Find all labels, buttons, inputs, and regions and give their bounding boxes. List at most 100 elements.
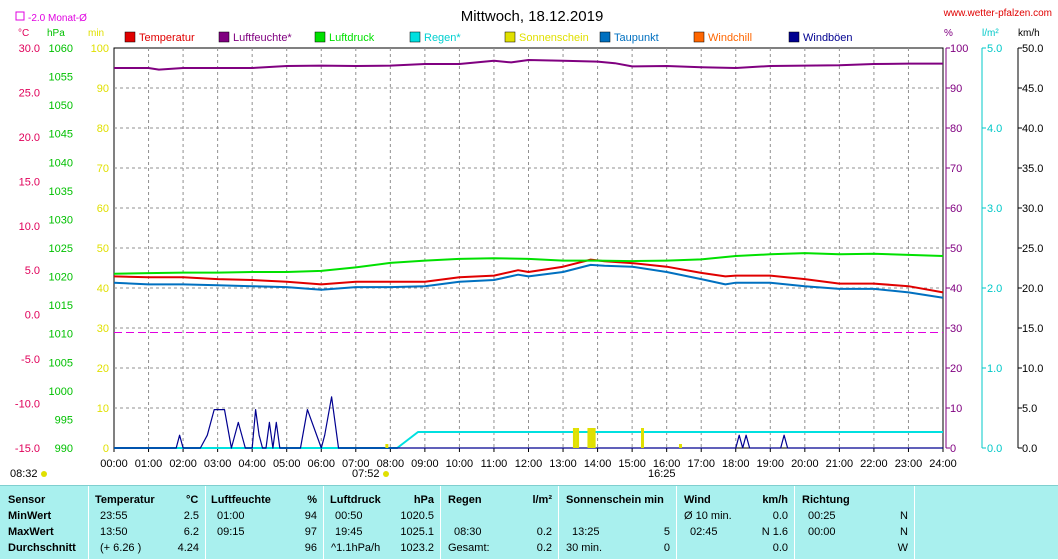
rain-max-value: 0.2	[536, 526, 552, 538]
pressure-tick-label: 1050	[49, 100, 73, 112]
x-tick-label: 20:00	[791, 458, 819, 470]
legend-label: Regen*	[424, 32, 461, 44]
legend-label: Windböen	[803, 32, 853, 44]
percent-tick-label: 40	[950, 283, 962, 295]
pressure-tick-label: 1035	[49, 186, 73, 198]
series-line-luftdruck	[113, 252, 944, 275]
x-tick-label: 16:00	[653, 458, 681, 470]
sunrise-sun-icon	[383, 471, 389, 477]
sun-max-time: 13:25	[572, 526, 600, 538]
unit-min: min	[88, 28, 104, 39]
sunrise-label: 07:52	[352, 468, 380, 480]
legend-swatch	[693, 31, 705, 43]
x-tick-label: 19:00	[757, 458, 785, 470]
monthly-avg-label: -2.0 Monat-Ø	[28, 13, 87, 24]
pressure-tick-label: 1015	[49, 300, 73, 312]
temp-avg-note: (+ 6.26 )	[100, 542, 142, 554]
rain-tick-label: 5.0	[987, 43, 1002, 55]
wind-tick-label: 45.0	[1022, 83, 1043, 95]
rain-max-time: 08:30	[454, 526, 482, 538]
rain-total-label: Gesamt:	[448, 542, 490, 554]
pres-max-value: 1025.1	[400, 526, 434, 538]
sunshine-bar	[590, 428, 594, 448]
temp-tick-label: 15.0	[19, 176, 40, 188]
sun-icon	[41, 471, 47, 477]
minutes-tick-label: 70	[97, 163, 109, 175]
col-sunshine: Sonnenschein min 13:25 5 30 min. 0	[558, 486, 676, 560]
site-link[interactable]: www.wetter-pfalzen.com	[943, 8, 1052, 19]
percent-tick-label: 10	[950, 403, 962, 415]
pressure-tick-label: 1060	[49, 43, 73, 55]
temp-min-time: 23:55	[100, 510, 128, 522]
grid	[113, 47, 944, 449]
temp-avg-value: 4.24	[177, 542, 199, 554]
axes: 00:00 01:00 02:00 03:00 04:00 05:00 06:00 07:00…	[15, 43, 1044, 470]
temp-tick-label: -15.0	[15, 443, 40, 455]
wind-unit: km/h	[762, 494, 788, 506]
temp-tick-label: 0.0	[25, 310, 40, 322]
hum-max-time: 09:15	[217, 526, 245, 538]
col-sensor: Sensor MinWert MaxWert Durchschnitt	[0, 486, 88, 560]
monthly-avg-checkbox[interactable]	[15, 11, 25, 21]
pres-max-time: 19:45	[335, 526, 363, 538]
sunset-label: 16:25	[648, 468, 676, 480]
sunshine-bar	[576, 428, 580, 448]
wind-max-time: 02:45	[690, 526, 718, 538]
pressure-tick-label: 1040	[49, 157, 73, 169]
dir-min-time: 00:25	[808, 510, 836, 522]
unit-temp: °C	[18, 28, 29, 39]
x-tick-label: 08:00	[377, 458, 405, 470]
unit-percent: %	[944, 28, 953, 39]
dir-min-value: N	[900, 510, 908, 522]
minutes-tick-label: 0	[103, 443, 109, 455]
legend-swatch	[599, 31, 611, 43]
hum-min-time: 01:00	[217, 510, 245, 522]
col-direction: Richtung 00:25 N 00:00 N W	[794, 486, 914, 560]
x-tick-label: 14:00	[584, 458, 612, 470]
minutes-tick-label: 80	[97, 123, 109, 135]
sun-30min-label: 30 min.	[566, 542, 603, 554]
x-tick-label: 10:00	[446, 458, 474, 470]
x-tick-label: 03:00	[204, 458, 232, 470]
legend-swatch	[218, 31, 230, 43]
legend-label: Taupunkt	[614, 32, 659, 44]
percent-tick-label: 50	[950, 243, 962, 255]
rain-tick-label: 1.0	[987, 363, 1002, 375]
rain-header: Regen	[448, 494, 482, 506]
stats-table: Sensor MinWert MaxWert Durchschnitt Temp…	[0, 485, 1058, 560]
x-tick-label: 22:00	[860, 458, 888, 470]
pressure-tick-label: 1030	[49, 214, 73, 226]
pres-avg-value: 1023.2	[400, 542, 434, 554]
percent-tick-label: 30	[950, 323, 962, 335]
time-left-label: 08:32	[10, 468, 38, 480]
pres-trend: ^1.1hPa/h	[331, 542, 381, 554]
rain-tick-label: 2.0	[987, 283, 1002, 295]
legend-swatch	[788, 31, 800, 43]
wind-tick-label: 15.0	[1022, 323, 1043, 335]
wind-tick-label: 10.0	[1022, 363, 1043, 375]
wind-avg10-value: 0.0	[772, 510, 788, 522]
pressure-tick-label: 990	[55, 443, 73, 455]
dir-max-value: N	[900, 526, 908, 538]
pres-header: Luftdruck	[330, 494, 381, 506]
col-humidity: Luftfeuchte % 01:00 94 09:15 97 96	[205, 486, 323, 560]
rain-total-value: 0.2	[536, 542, 552, 554]
minutes-tick-label: 20	[97, 363, 109, 375]
percent-tick-label: 90	[950, 83, 962, 95]
percent-tick-label: 80	[950, 123, 962, 135]
wind-tick-label: 0.0	[1022, 443, 1037, 455]
temp-max-value: 6.2	[183, 526, 199, 538]
sensor-header: Sensor	[8, 494, 46, 506]
chart-title: Mittwoch, 18.12.2019	[461, 8, 604, 25]
x-tick-label: 04:00	[238, 458, 266, 470]
legend-label: Windchill	[708, 32, 752, 44]
temp-tick-label: -5.0	[21, 354, 40, 366]
dir-max-time: 00:00	[808, 526, 836, 538]
legend-swatch	[124, 31, 136, 43]
sunshine-bar	[640, 428, 644, 448]
percent-tick-label: 20	[950, 363, 962, 375]
rain-tick-label: 3.0	[987, 203, 1002, 215]
sun-max-value: 5	[663, 526, 670, 538]
sunshine-bar	[678, 444, 682, 448]
col-pressure: Luftdruck hPa 00:50 1020.5 19:45 1025.1 …	[323, 486, 440, 560]
